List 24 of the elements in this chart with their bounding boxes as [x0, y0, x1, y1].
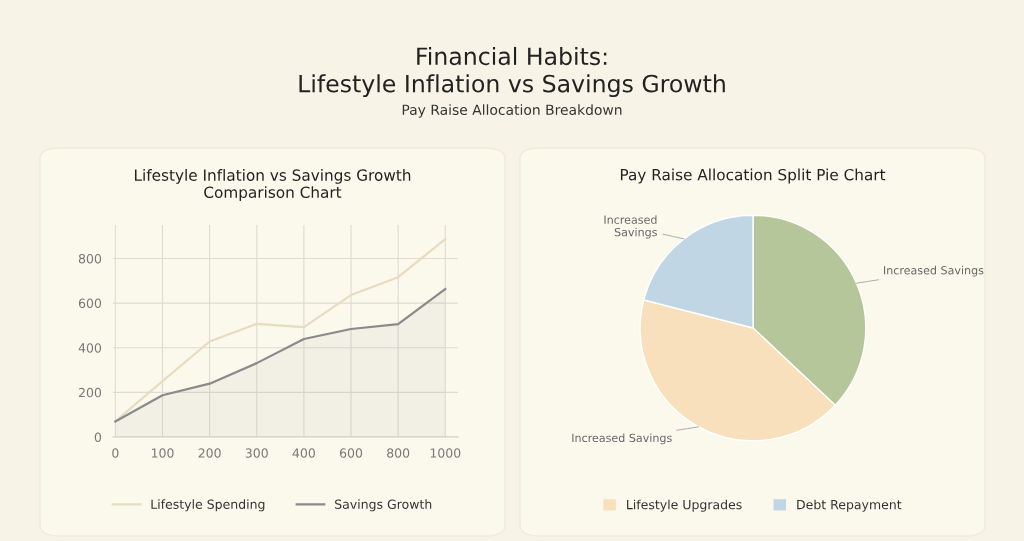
text: Financial Habits: Lifestyle Inflation vs Savings Growth	[299, 46, 725, 98]
y-tick-label: 200	[78, 387, 102, 398]
legend-label: Lifestyle Spending	[151, 499, 265, 512]
data-label: Increased Savings	[572, 433, 672, 445]
chart-title: Lifestyle Inflation vs Savings Growth Comparison Chart	[134, 169, 411, 201]
text: Pay Raise Allocation Breakdown	[402, 104, 622, 118]
legend-label: Debt Repayment	[797, 499, 902, 512]
y-tick-label: 0	[94, 432, 102, 442]
x-tick-label: 0	[112, 448, 119, 458]
x-tick-label: 200	[198, 448, 221, 458]
y-tick-label: 600	[78, 298, 102, 309]
legend-label: Savings Growth	[335, 499, 432, 512]
x-tick-label: 600	[339, 448, 363, 458]
x-tick-label: 1000	[430, 448, 461, 458]
data-label: Increased Savings	[884, 265, 984, 277]
x-tick-label: 400	[292, 448, 315, 458]
x-tick-label: 800	[387, 448, 410, 458]
y-tick-label: 400	[78, 343, 102, 353]
data-label: Increased Savings	[604, 215, 657, 239]
legend-label: Lifestyle Upgrades	[627, 499, 742, 512]
x-tick-label: 100	[151, 448, 174, 458]
x-tick-label: 300	[245, 448, 268, 458]
y-tick-label: 800	[78, 253, 102, 264]
chart-title: Pay Raise Allocation Split Pie Chart	[620, 168, 886, 184]
